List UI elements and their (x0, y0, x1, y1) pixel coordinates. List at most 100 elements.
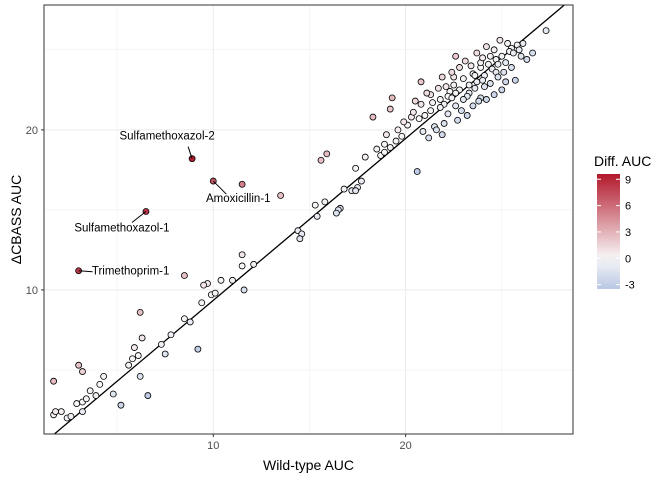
data-point (411, 97, 419, 105)
data-point (508, 64, 515, 71)
grid (44, 5, 573, 434)
points-layer (50, 27, 550, 422)
data-point (96, 380, 104, 388)
data-point (467, 62, 475, 70)
data-point (117, 401, 125, 409)
data-point (479, 54, 486, 62)
data-point (383, 131, 390, 139)
data-point (475, 97, 483, 105)
data-point (398, 132, 406, 140)
data-point (217, 276, 225, 284)
data-point (240, 286, 248, 294)
y-axis-title: ΔCBASS AUC (8, 175, 24, 265)
data-point (296, 235, 304, 243)
data-point (131, 344, 138, 351)
data-point (448, 94, 456, 102)
annotation-label: Sulfamethoxazol-2 (119, 131, 214, 143)
data-point (452, 102, 460, 110)
data-point (417, 100, 425, 108)
y-tick-label: 10 (26, 285, 38, 297)
data-point (238, 251, 246, 259)
data-point (490, 46, 498, 54)
data-point (392, 137, 400, 145)
data-point (511, 76, 519, 84)
legend-tick-label: 6 (625, 201, 631, 213)
x-tick-label: 20 (400, 440, 412, 452)
data-point (198, 299, 206, 307)
data-point (425, 134, 433, 142)
data-point (456, 64, 463, 71)
data-point (498, 86, 506, 94)
data-point (452, 89, 460, 97)
data-point (136, 372, 144, 380)
data-point (529, 49, 537, 57)
data-point (386, 105, 394, 113)
data-point (373, 145, 381, 153)
data-point (129, 355, 136, 363)
data-point (454, 116, 461, 124)
data-point (181, 272, 188, 279)
data-point (388, 94, 396, 102)
data-point (429, 99, 436, 107)
data-point (496, 36, 504, 44)
y-tick-label: 20 (26, 125, 38, 137)
data-point (313, 212, 321, 220)
data-point (458, 107, 465, 115)
annotation-label: Trimethoprim-1 (92, 266, 170, 278)
data-point (486, 52, 494, 60)
data-point (436, 96, 444, 103)
data-point (433, 126, 440, 134)
data-point (479, 76, 486, 84)
data-point (459, 96, 467, 103)
data-point (517, 52, 525, 60)
data-point (413, 168, 421, 175)
data-point (92, 392, 100, 399)
data-point (504, 40, 511, 47)
data-point (419, 128, 427, 135)
data-point (79, 408, 86, 415)
data-point (421, 112, 429, 119)
legend-tick-label: -3 (625, 280, 635, 292)
data-point (427, 107, 435, 115)
data-point (469, 102, 477, 110)
data-point (86, 387, 94, 395)
data-point (100, 372, 108, 380)
data-point (238, 262, 246, 270)
data-point (138, 334, 146, 342)
data-point (444, 110, 452, 118)
data-point (181, 315, 188, 323)
data-point (125, 361, 133, 369)
data-point (134, 352, 142, 359)
data-point (509, 49, 517, 57)
data-point (483, 43, 490, 51)
data-point (109, 390, 117, 398)
data-point (442, 83, 450, 91)
legend-colorbar (597, 174, 620, 289)
data-point (484, 60, 492, 68)
data-point (317, 156, 325, 164)
data-point (229, 276, 236, 284)
data-point (473, 78, 481, 86)
data-point (361, 153, 369, 161)
data-point (79, 368, 86, 375)
data-point (481, 83, 488, 91)
legend-title: Diff. AUC (594, 153, 651, 169)
data-point (440, 120, 448, 127)
data-point (490, 91, 498, 99)
data-point (452, 52, 460, 60)
data-point (438, 131, 446, 139)
data-point (73, 400, 81, 407)
data-point (82, 395, 90, 403)
data-point (500, 68, 508, 76)
annotation-leader (212, 180, 227, 195)
data-point (502, 78, 510, 86)
annotation-label: Amoxicillin-1 (206, 193, 271, 205)
data-point (471, 72, 479, 79)
data-point (394, 126, 402, 134)
data-point (494, 60, 502, 68)
data-point (161, 350, 169, 358)
fit-line (53, 4, 565, 435)
data-point (323, 150, 331, 158)
data-point (494, 73, 502, 81)
